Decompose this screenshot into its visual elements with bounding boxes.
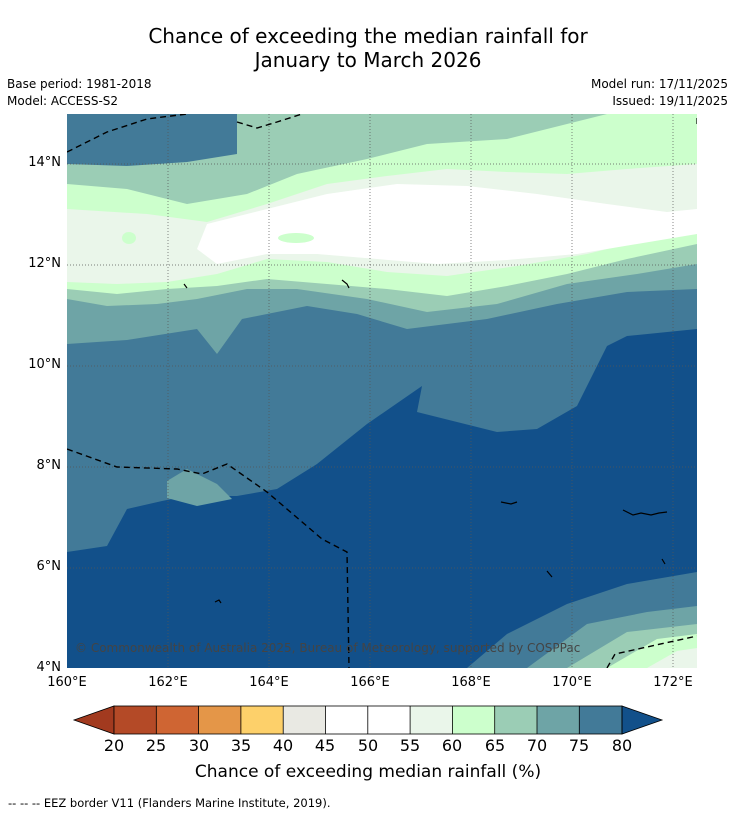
colorbar-seg-65-70	[494, 706, 537, 734]
colorbar-seg-75-80	[579, 706, 622, 734]
chart-title-line2: January to March 2026	[254, 48, 482, 72]
colorbar-label-50: 50	[357, 736, 379, 755]
colorbar-label-30: 30	[188, 736, 210, 755]
base-period: Base period: 1981-2018	[7, 77, 152, 91]
x-tick-170E: 170°E	[552, 675, 592, 690]
colorbar-label-80: 80	[611, 736, 633, 755]
colorbar-title: Chance of exceeding median rainfall (%)	[194, 762, 542, 782]
colorbar-label-45: 45	[314, 736, 336, 755]
colorbar-seg-70-75	[537, 706, 580, 734]
band-55-60-bottom	[647, 648, 697, 668]
colorbar-label-55: 55	[399, 736, 421, 755]
band-75-80-top	[67, 114, 237, 166]
x-tick-168E: 168°E	[451, 675, 491, 690]
issued-date: Issued: 19/11/2025	[612, 94, 728, 108]
colorbar-seg-45-50	[325, 706, 368, 734]
patch-green-3	[629, 139, 639, 155]
map-svg: © Commonwealth of Australia 2025, Bureau…	[67, 114, 697, 668]
colorbar-label-20: 20	[103, 736, 125, 755]
colorbar-label-35: 35	[230, 736, 252, 755]
patch-green-2	[278, 233, 314, 243]
colorbar-label-40: 40	[272, 736, 294, 755]
band-70-75-patch	[167, 469, 232, 506]
chart-title-line1: Chance of exceeding the median rainfall …	[148, 24, 588, 48]
colorbar-seg-40-45	[283, 706, 326, 734]
x-tick-162E: 162°E	[148, 675, 188, 690]
colorbar-seg-25-30	[156, 706, 199, 734]
x-tick-164E: 164°E	[249, 675, 289, 690]
y-tick-14N: 14°N	[28, 155, 61, 170]
colorbar-seg-50-55	[367, 706, 411, 734]
colorbar-seg-55-60	[410, 706, 453, 734]
colorbar-label-60: 60	[441, 736, 463, 755]
colorbar-dividers	[113, 705, 623, 735]
model-name: Model: ACCESS-S2	[7, 94, 119, 108]
y-tick-12N: 12°N	[28, 256, 61, 271]
colorbar-seg-35-40	[240, 706, 284, 734]
colorbar-label-70: 70	[526, 736, 548, 755]
map-copyright: © Commonwealth of Australia 2025, Bureau…	[75, 641, 580, 655]
x-tick-172E: 172°E	[653, 675, 693, 690]
y-tick-8N: 8°N	[36, 458, 62, 473]
y-tick-4N: 4°N	[36, 660, 62, 675]
colorbar-label-65: 65	[484, 736, 506, 755]
footer-eez-note: -- -- -- EEZ border V11 (Flanders Marine…	[8, 796, 331, 810]
x-tick-166E: 166°E	[350, 675, 390, 690]
y-tick-10N: 10°N	[28, 357, 61, 372]
patch-green-1	[122, 232, 136, 244]
colorbar-seg-30-35	[198, 706, 241, 734]
colorbar-arrow-high	[621, 705, 664, 735]
colorbar-seg-20-25	[114, 706, 157, 734]
x-tick-160E: 160°E	[47, 675, 87, 690]
eez-borders	[67, 114, 697, 668]
colorbar-seg-60-65	[452, 706, 495, 734]
colorbar-label-25: 25	[145, 736, 167, 755]
colorbar-label-75: 75	[568, 736, 590, 755]
y-tick-6N: 6°N	[36, 559, 62, 574]
rainfall-map: © Commonwealth of Australia 2025, Bureau…	[67, 114, 697, 668]
colorbar	[72, 705, 664, 735]
islands	[183, 118, 697, 604]
gridlines	[67, 114, 697, 668]
colorbar-arrow-low	[72, 705, 115, 735]
model-run: Model run: 17/11/2025	[590, 77, 728, 91]
